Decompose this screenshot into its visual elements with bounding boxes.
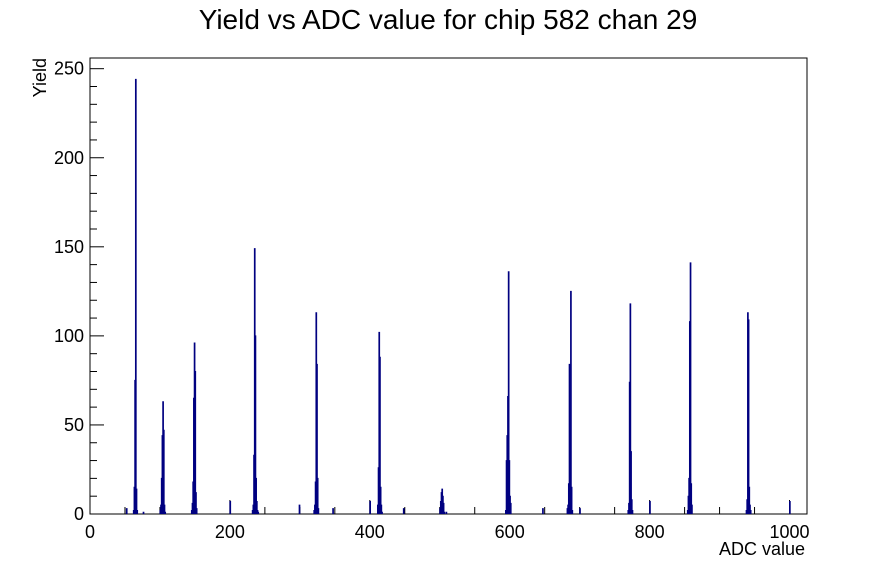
histogram-bin <box>442 502 445 514</box>
x-tick-label: 200 <box>215 522 245 542</box>
histogram-bin <box>630 499 633 514</box>
histogram-bin <box>379 486 382 514</box>
histogram-bin <box>163 504 166 514</box>
histogram-bin <box>369 501 372 514</box>
histogram-bin <box>445 511 448 514</box>
x-tick-label: 1000 <box>769 522 809 542</box>
histogram-bin <box>571 509 574 514</box>
histogram-bin <box>570 486 573 514</box>
y-tick-label: 150 <box>54 237 84 257</box>
tick-labels: 0 200 400 600 800 1000 0 50 100 150 200 250 <box>54 59 810 542</box>
histogram-bin <box>579 508 581 514</box>
histogram-bin <box>748 486 751 514</box>
histogram-bin <box>195 508 198 514</box>
y-tick-label: 100 <box>54 326 84 346</box>
histogram-bin <box>332 508 334 514</box>
histogram-bin <box>254 335 257 514</box>
histogram-bin <box>749 509 752 514</box>
histogram-bin <box>316 363 318 514</box>
y-tick-label: 250 <box>54 59 84 79</box>
histogram-bin <box>142 511 145 514</box>
histogram-bin <box>507 271 510 514</box>
histogram-bin <box>747 319 750 514</box>
histogram-bin <box>789 501 791 514</box>
histogram-bin <box>691 504 693 514</box>
histogram-bin <box>316 477 319 514</box>
histogram-bin <box>402 508 405 514</box>
histogram-bin <box>194 371 197 514</box>
histogram-bin <box>255 501 258 514</box>
histogram-bin <box>195 492 197 514</box>
x-tick-label: 400 <box>355 522 385 542</box>
x-axis-title: ADC value <box>719 539 805 559</box>
histogram-bin <box>649 501 651 514</box>
histogram-bars <box>125 78 791 514</box>
chart-title: Yield vs ADC value for chip 582 chan 29 <box>198 4 698 35</box>
x-tick-label: 0 <box>85 522 95 542</box>
histogram-bin <box>381 511 383 514</box>
histogram-bin <box>257 511 260 514</box>
histogram-bin <box>509 502 512 514</box>
histogram-bin <box>298 504 301 514</box>
histogram-bin <box>542 508 544 514</box>
y-tick-label: 0 <box>74 504 84 524</box>
histogram-bin <box>255 477 257 514</box>
y-tick-label: 200 <box>54 148 84 168</box>
histogram-bin <box>379 356 381 514</box>
histogram-bin <box>630 451 632 514</box>
histogram-bin <box>689 262 692 514</box>
histogram-bin <box>125 508 128 514</box>
plot-frame <box>89 57 808 515</box>
histogram-bin <box>508 460 511 514</box>
x-tick-label: 800 <box>635 522 665 542</box>
x-tick-label: 600 <box>495 522 525 542</box>
histogram-bin <box>380 504 383 514</box>
histogram-bin <box>229 501 232 514</box>
histogram-bin <box>690 483 693 514</box>
histogram-bin <box>136 509 139 514</box>
histogram-bin <box>317 508 320 514</box>
histogram-bin <box>162 429 165 514</box>
histogram-bin <box>135 488 138 514</box>
y-tick-label: 50 <box>64 415 84 435</box>
histogram-bin <box>164 511 167 514</box>
histogram-bin <box>570 290 572 514</box>
histogram-bin <box>443 511 446 514</box>
histogram-bin <box>749 504 751 514</box>
histogram-bin <box>631 509 634 514</box>
histogram-bin <box>629 303 632 514</box>
y-axis-title: Yield <box>30 58 50 97</box>
histogram-bin <box>134 78 137 514</box>
